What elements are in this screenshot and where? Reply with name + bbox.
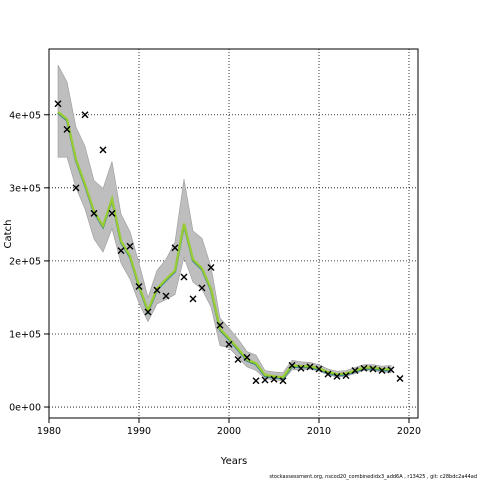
observed-point — [396, 375, 404, 383]
observed-point — [189, 295, 197, 303]
x-axis: 1980 1990 2000 2010 2020 — [37, 418, 421, 437]
observed-point — [270, 375, 278, 383]
observed-point — [63, 125, 71, 133]
observed-point — [99, 146, 107, 154]
x-tick-label: 1980 — [37, 426, 61, 437]
observed-point — [117, 247, 125, 255]
observed-points — [54, 100, 404, 385]
footer-text: stockassessment.org, nscod20_combinedidx… — [269, 474, 477, 480]
observed-point — [54, 100, 62, 108]
y-axis-title: Catch — [3, 220, 14, 249]
observed-point — [342, 372, 350, 380]
observed-point — [135, 282, 143, 290]
observed-point — [297, 364, 305, 372]
estimate-line-yellowgreen — [57, 110, 391, 379]
observed-point — [243, 353, 251, 361]
observed-point — [288, 361, 296, 369]
observed-point — [153, 286, 161, 294]
observed-point — [216, 321, 224, 329]
observed-point — [234, 356, 242, 364]
observed-point — [198, 284, 206, 292]
observed-point — [306, 363, 314, 371]
observed-point — [333, 372, 341, 380]
observed-point — [72, 184, 80, 192]
y-axis: 0e+00 1e+05 2e+05 3e+05 4e+05 — [9, 110, 49, 414]
observed-point — [180, 273, 188, 281]
y-tick-label: 0e+00 — [9, 403, 41, 414]
y-tick-label: 3e+05 — [9, 183, 41, 194]
observed-point — [351, 367, 359, 374]
observed-point — [324, 370, 332, 378]
observed-point — [225, 340, 233, 348]
y-tick-label: 4e+05 — [9, 110, 41, 121]
observed-point — [360, 364, 368, 372]
x-tick-label: 2000 — [217, 426, 241, 437]
x-tick-label: 1990 — [127, 426, 151, 437]
x-tick-label: 2010 — [307, 426, 331, 437]
observed-point — [171, 244, 179, 252]
observed-point — [315, 365, 323, 373]
observed-point — [261, 376, 269, 384]
x-axis-title: Years — [220, 456, 247, 467]
observed-point — [378, 367, 386, 374]
observed-point — [126, 242, 134, 250]
plot-frame — [48, 48, 419, 419]
observed-point — [387, 366, 395, 374]
observed-point — [108, 209, 116, 217]
observed-point — [252, 377, 260, 385]
observed-point — [369, 365, 377, 373]
observed-point — [162, 292, 170, 300]
confidence-band — [57, 64, 392, 382]
observed-point — [207, 263, 215, 271]
observed-point — [279, 377, 287, 385]
observed-point — [144, 308, 152, 316]
confidence-band-area — [57, 64, 392, 382]
y-tick-label: 2e+05 — [9, 256, 41, 267]
x-tick-label: 2020 — [397, 426, 421, 437]
observed-point — [90, 209, 98, 217]
y-tick-label: 1e+05 — [9, 329, 41, 340]
observed-point — [81, 111, 89, 119]
